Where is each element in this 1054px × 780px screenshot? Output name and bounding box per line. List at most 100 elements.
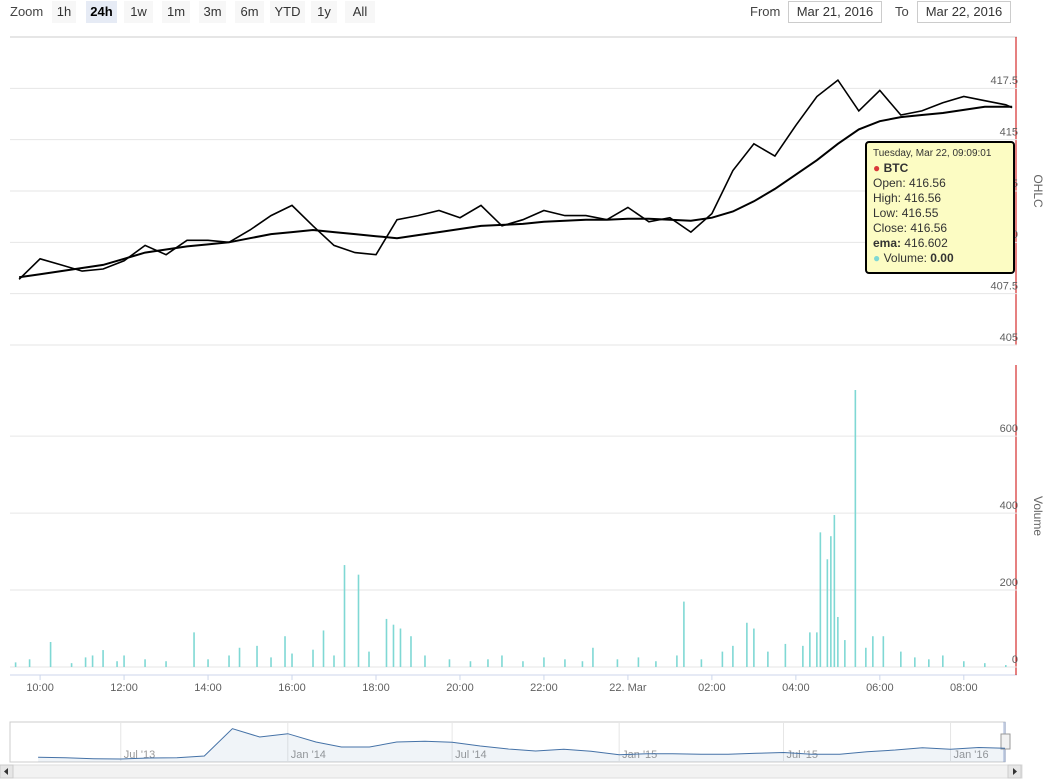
bar (207, 659, 209, 667)
bar (291, 653, 293, 667)
y-tick-label: 407.5 (990, 281, 1018, 293)
x-tick-label: 22:00 (530, 682, 558, 694)
bar (721, 651, 724, 667)
range-button[interactable]: 1w (124, 1, 153, 23)
bar (963, 661, 965, 667)
navigator-area (38, 728, 1006, 762)
bar (102, 650, 104, 667)
x-tick-label: 02:00 (698, 682, 726, 694)
bar (91, 655, 94, 667)
series-dot: ● (873, 161, 881, 175)
y-tick-label: 0 (1012, 654, 1018, 666)
bar (616, 659, 619, 667)
bar (784, 643, 787, 667)
bar (49, 641, 52, 667)
y-tick-label: 600 (1000, 423, 1018, 435)
tooltip-series-name: BTC (883, 161, 909, 175)
range-button[interactable]: 3m (199, 1, 226, 23)
tooltip-label: Open: (873, 176, 906, 190)
bar (410, 636, 412, 667)
x-tick-label: 12:00 (110, 682, 138, 694)
bar (753, 628, 755, 667)
bar (683, 601, 685, 667)
arrow-right (1013, 768, 1017, 775)
bar (28, 659, 31, 667)
tooltip-value: 416.602 (904, 236, 948, 250)
bar (865, 647, 867, 667)
x-tick-label: Jul '15 (786, 749, 817, 761)
from-input[interactable]: Mar 21, 2016 (788, 1, 882, 23)
tooltip-value: 416.55 (901, 206, 939, 220)
tooltip-label: ema: (873, 236, 902, 250)
bar (312, 649, 314, 667)
tooltip-series: ● BTC (873, 161, 1013, 176)
x-tick-label: 04:00 (782, 682, 810, 694)
range-button[interactable]: 1h (52, 1, 76, 23)
x-tick-label: 16:00 (278, 682, 306, 694)
tooltip-date: Tuesday, Mar 22, 09:09:01 (873, 148, 992, 159)
bar (984, 663, 986, 667)
scrollbar-track[interactable] (0, 764, 1023, 779)
series-line (18, 78, 1013, 280)
tooltip-row: Open: 416.56 (873, 176, 1013, 191)
bar (357, 574, 360, 667)
x-tick-label: 06:00 (866, 682, 894, 694)
tooltip-row: ema: 416.602 (873, 236, 1013, 251)
range-button[interactable]: YTD (270, 1, 305, 23)
tooltip-row: Close: 416.56 (873, 221, 1013, 236)
range-button[interactable]: 24h (86, 1, 117, 23)
to-input[interactable]: Mar 22, 2016 (917, 1, 1011, 23)
tooltip-rows: Open: 416.56 High: 416.56 Low: 416.55 Close… (873, 176, 1013, 266)
tooltip-value: 0.00 (930, 251, 954, 265)
zoom-label: Zoom (10, 4, 44, 19)
bar (543, 657, 545, 667)
x-tick-label: 18:00 (362, 682, 390, 694)
bar (833, 515, 836, 667)
y-tick-label: 405 (1000, 332, 1018, 344)
bar (424, 655, 426, 667)
bar (942, 655, 944, 667)
bar (144, 659, 146, 667)
bar (14, 662, 17, 667)
bar (837, 616, 839, 667)
range-button[interactable]: 1y (311, 1, 337, 23)
tooltip: Tuesday, Mar 22, 09:09:01 ● BTC Open: 41… (865, 141, 1015, 274)
tooltip-label: Close: (873, 221, 908, 235)
from-label: From (750, 4, 781, 19)
bar (809, 632, 811, 667)
x-tick-label: Jan '16 (954, 749, 989, 761)
y-tick-label: 415 (1000, 127, 1018, 139)
bar (581, 661, 584, 667)
range-button[interactable]: 6m (235, 1, 264, 23)
bar (746, 622, 748, 667)
bar (592, 647, 594, 667)
bar (882, 636, 885, 667)
bar (228, 655, 230, 667)
bar (564, 659, 566, 667)
bar (655, 661, 657, 667)
bar (70, 663, 73, 667)
bar (116, 661, 118, 667)
bar (914, 657, 916, 667)
range-button[interactable]: 1m (162, 1, 190, 23)
x-tick-label: 22. Mar (609, 682, 647, 694)
bar (392, 624, 395, 667)
bar (193, 632, 195, 667)
to-label: To (895, 4, 909, 19)
bar (1005, 665, 1007, 667)
bar (84, 657, 87, 667)
bar (700, 659, 703, 667)
series-line (18, 105, 1013, 279)
bar (501, 655, 503, 667)
bar (826, 559, 829, 667)
tooltip-label: Volume: (883, 251, 927, 265)
bar (238, 647, 241, 667)
bar (256, 645, 258, 667)
bar (487, 659, 489, 667)
navigator-handle[interactable] (1000, 733, 1011, 750)
bar (123, 655, 125, 667)
bar (368, 651, 370, 667)
bar (819, 532, 822, 667)
range-button[interactable]: All (345, 1, 375, 23)
